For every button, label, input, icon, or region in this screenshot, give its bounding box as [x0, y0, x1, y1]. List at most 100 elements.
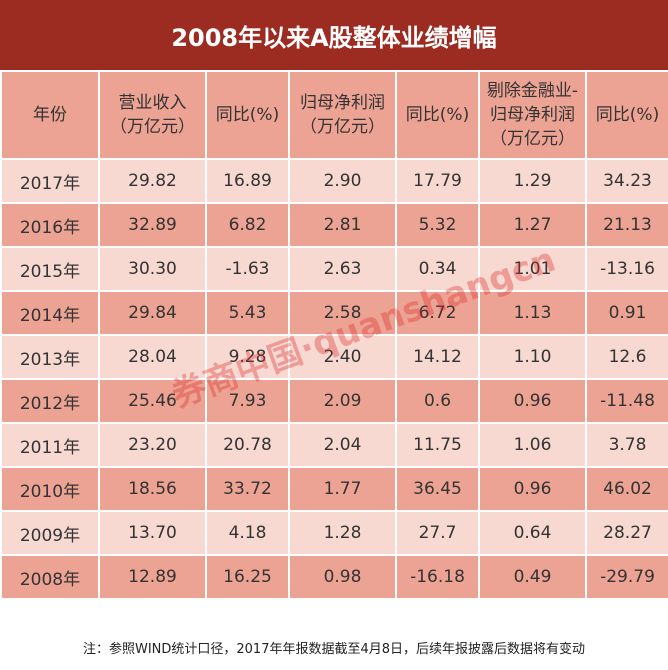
- cell: 2010年: [0, 466, 100, 512]
- cell: -1.63: [205, 246, 290, 292]
- cell: 2014年: [0, 290, 100, 336]
- cell: 2016年: [0, 202, 100, 248]
- cell: -16.18: [395, 554, 480, 600]
- cell: 2.63: [288, 246, 397, 292]
- cell: 0.98: [288, 554, 397, 600]
- header-line: 同比(%): [215, 105, 280, 125]
- cell: 7.93: [205, 378, 290, 424]
- cell: 5.43: [205, 290, 290, 336]
- cell: 13.70: [98, 510, 207, 556]
- cell: 16.25: [205, 554, 290, 600]
- cell: 21.13: [585, 202, 668, 248]
- cell: 2.09: [288, 378, 397, 424]
- cell: 2009年: [0, 510, 100, 556]
- cell: 0.6: [395, 378, 480, 424]
- cell: 30.30: [98, 246, 207, 292]
- data-row: 2011年 23.20 20.78 2.04 11.75 1.06 3.78: [0, 422, 668, 468]
- cell: 16.89: [205, 158, 290, 204]
- cell: 27.7: [395, 510, 480, 556]
- cell: 2.04: [288, 422, 397, 468]
- header-cell: 营业收入 （万亿元）: [98, 70, 207, 160]
- header-cell: 同比(%): [585, 70, 668, 160]
- cell: 46.02: [585, 466, 668, 512]
- header-line: 同比(%): [595, 105, 660, 125]
- cell: 29.82: [98, 158, 207, 204]
- table: 年份 营业收入 （万亿元） 同比(%) 归母净利润 （万亿元） 同比(%) 剔除金融业- 归母净…: [0, 70, 668, 600]
- cell: -29.79: [585, 554, 668, 600]
- cell: 0.96: [478, 466, 587, 512]
- cell: 0.49: [478, 554, 587, 600]
- cell: 0.34: [395, 246, 480, 292]
- cell: 4.18: [205, 510, 290, 556]
- cell: 2012年: [0, 378, 100, 424]
- cell: 2.81: [288, 202, 397, 248]
- cell: 23.20: [98, 422, 207, 468]
- cell: 2015年: [0, 246, 100, 292]
- cell: 1.27: [478, 202, 587, 248]
- cell: 2.58: [288, 290, 397, 336]
- header-line: 归母净利润: [300, 93, 385, 113]
- cell: 5.32: [395, 202, 480, 248]
- data-row: 2016年 32.89 6.82 2.81 5.32 1.27 21.13: [0, 202, 668, 248]
- header-cell: 归母净利润 （万亿元）: [288, 70, 397, 160]
- header-line: 同比(%): [405, 105, 470, 125]
- data-row: 2013年 28.04 9.28 2.40 14.12 1.10 12.6: [0, 334, 668, 380]
- cell: 1.13: [478, 290, 587, 336]
- data-row: 2009年 13.70 4.18 1.28 27.7 0.64 28.27: [0, 510, 668, 556]
- header-line: 营业收入: [118, 93, 187, 113]
- cell: 0.91: [585, 290, 668, 336]
- cell: 17.79: [395, 158, 480, 204]
- cell: 2.40: [288, 334, 397, 380]
- cell: 1.06: [478, 422, 587, 468]
- cell: 20.78: [205, 422, 290, 468]
- cell: 33.72: [205, 466, 290, 512]
- data-row: 2010年 18.56 33.72 1.77 36.45 0.96 46.02: [0, 466, 668, 512]
- cell: 0.64: [478, 510, 587, 556]
- cell: -13.16: [585, 246, 668, 292]
- cell: 34.23: [585, 158, 668, 204]
- header-cell: 年份: [0, 70, 100, 160]
- cell: 1.10: [478, 334, 587, 380]
- header-row: 年份 营业收入 （万亿元） 同比(%) 归母净利润 （万亿元） 同比(%) 剔除金融业- 归母净…: [0, 70, 668, 160]
- data-row: 2008年 12.89 16.25 0.98 -16.18 0.49 -29.79: [0, 554, 668, 600]
- cell: 18.56: [98, 466, 207, 512]
- cell: 12.6: [585, 334, 668, 380]
- header-cell: 同比(%): [205, 70, 290, 160]
- header-line: 归母净利润: [490, 105, 575, 125]
- footnote: 注：参照WIND统计口径，2017年年报数据截至4月8日，后续年报披露后数据将有…: [82, 641, 586, 657]
- cell: 2.90: [288, 158, 397, 204]
- cell: 28.27: [585, 510, 668, 556]
- cell: 9.28: [205, 334, 290, 380]
- cell: 2008年: [0, 554, 100, 600]
- header-cell: 剔除金融业- 归母净利润 （万亿元）: [478, 70, 587, 160]
- cell: 1.01: [478, 246, 587, 292]
- header-line: （万亿元）: [110, 117, 195, 137]
- title: 2008年以来A股整体业绩增幅: [0, 0, 668, 70]
- cell: 2011年: [0, 422, 100, 468]
- data-row: 2014年 29.84 5.43 2.58 6.72 1.13 0.91: [0, 290, 668, 336]
- cell: 12.89: [98, 554, 207, 600]
- cell: 29.84: [98, 290, 207, 336]
- data-row: 2015年 30.30 -1.63 2.63 0.34 1.01 -13.16: [0, 246, 668, 292]
- header-line: （万亿元）: [300, 117, 385, 137]
- header-cell: 同比(%): [395, 70, 480, 160]
- cell: 3.78: [585, 422, 668, 468]
- cell: 6.72: [395, 290, 480, 336]
- cell: 36.45: [395, 466, 480, 512]
- data-row: 2017年 29.82 16.89 2.90 17.79 1.29 34.23: [0, 158, 668, 204]
- cell: 6.82: [205, 202, 290, 248]
- data-row: 2012年 25.46 7.93 2.09 0.6 0.96 -11.48: [0, 378, 668, 424]
- header-line: 剔除金融业-: [486, 81, 579, 101]
- header-line: （万亿元）: [490, 129, 575, 149]
- cell: 1.28: [288, 510, 397, 556]
- cell: -11.48: [585, 378, 668, 424]
- cell: 11.75: [395, 422, 480, 468]
- cell: 2013年: [0, 334, 100, 380]
- cell: 32.89: [98, 202, 207, 248]
- cell: 1.77: [288, 466, 397, 512]
- cell: 0.96: [478, 378, 587, 424]
- cell: 28.04: [98, 334, 207, 380]
- cell: 2017年: [0, 158, 100, 204]
- cell: 25.46: [98, 378, 207, 424]
